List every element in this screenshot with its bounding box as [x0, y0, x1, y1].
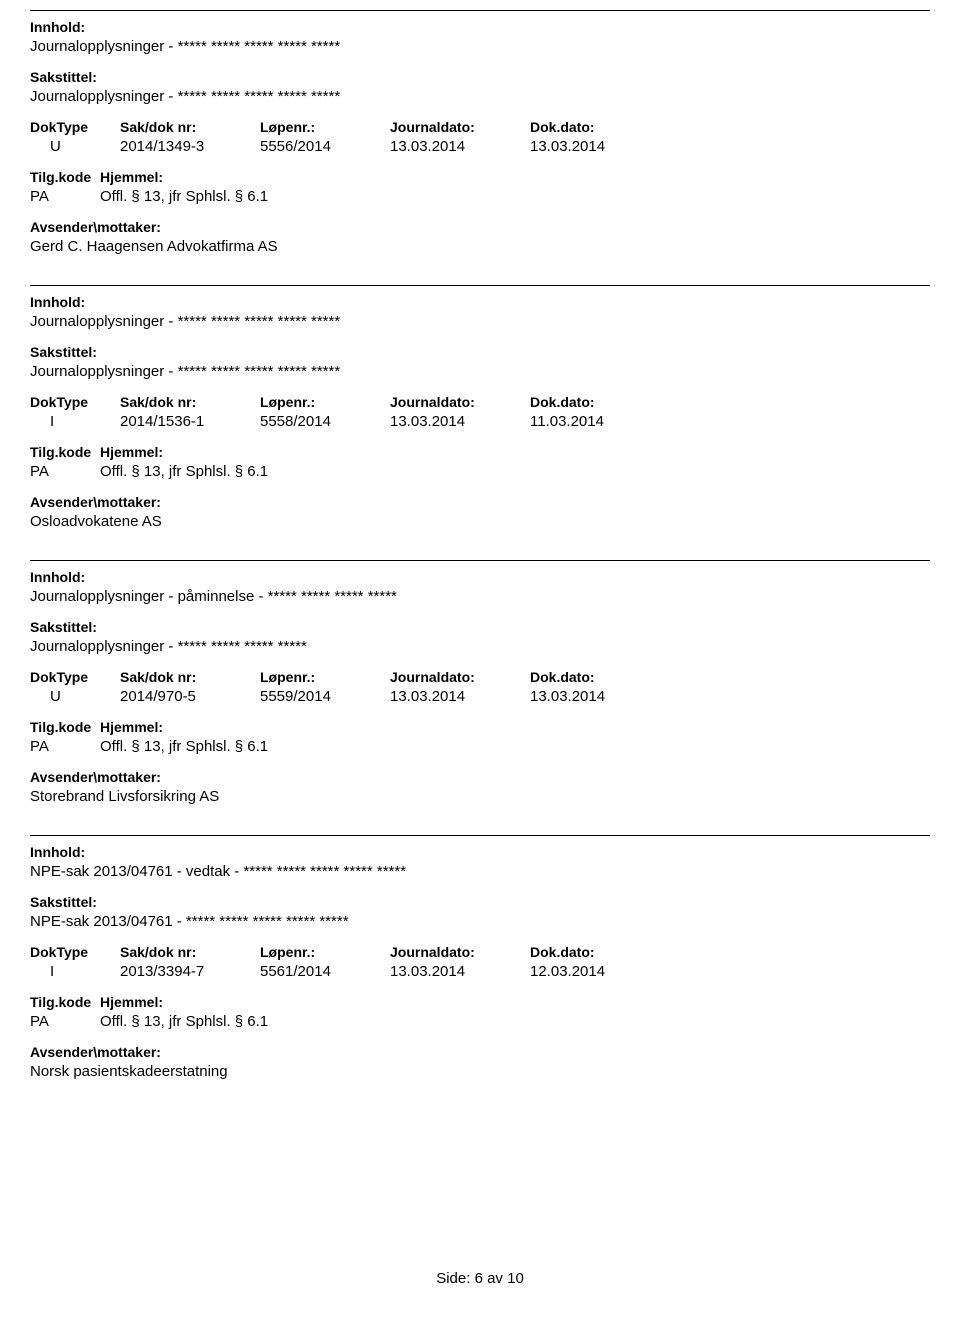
innhold-value: Journalopplysninger - ***** ***** ***** …: [30, 38, 930, 55]
journaldato-label: Journaldato:: [390, 394, 530, 410]
dokdato-value: 13.03.2014: [530, 138, 670, 155]
dokdato-label: Dok.dato:: [530, 119, 670, 135]
avsender-value: Storebrand Livsforsikring AS: [30, 788, 930, 805]
doktype-value: U: [30, 688, 120, 705]
innhold-value: Journalopplysninger - ***** ***** ***** …: [30, 313, 930, 330]
sakdok-value: 2014/1349-3: [120, 138, 260, 155]
lopenr-value: 5558/2014: [260, 413, 390, 430]
dokdato-label: Dok.dato:: [530, 944, 670, 960]
tilgkode-label: Tilg.kode: [30, 444, 100, 460]
tilgkode-value: PA: [30, 1013, 100, 1030]
doktype-value: U: [30, 138, 120, 155]
avsender-label: Avsender\mottaker:: [30, 769, 930, 785]
dokdato-label: Dok.dato:: [530, 669, 670, 685]
tilgkode-value: PA: [30, 738, 100, 755]
avsender-value: Gerd C. Haagensen Advokatfirma AS: [30, 238, 930, 255]
entries-container: Innhold: Journalopplysninger - ***** ***…: [30, 10, 930, 1110]
doktype-label: DokType: [30, 394, 120, 410]
doktype-value: I: [30, 963, 120, 980]
sakstittel-value: Journalopplysninger - ***** ***** ***** …: [30, 88, 930, 105]
tilgkode-label: Tilg.kode: [30, 719, 100, 735]
hjemmel-value: Offl. § 13, jfr Sphlsl. § 6.1: [100, 463, 930, 480]
sakstittel-label: Sakstittel:: [30, 69, 930, 85]
doktype-label: DokType: [30, 669, 120, 685]
sakdok-label: Sak/dok nr:: [120, 944, 260, 960]
sakstittel-label: Sakstittel:: [30, 344, 930, 360]
hjemmel-label: Hjemmel:: [100, 444, 930, 460]
innhold-label: Innhold:: [30, 569, 930, 585]
sakdok-value: 2013/3394-7: [120, 963, 260, 980]
tilgkode-label: Tilg.kode: [30, 994, 100, 1010]
tilgkode-value: PA: [30, 463, 100, 480]
lopenr-value: 5561/2014: [260, 963, 390, 980]
page-footer: Side: 6 av 10: [30, 1270, 930, 1287]
tilgkode-value: PA: [30, 188, 100, 205]
hjemmel-label: Hjemmel:: [100, 994, 930, 1010]
avsender-label: Avsender\mottaker:: [30, 494, 930, 510]
avsender-label: Avsender\mottaker:: [30, 1044, 930, 1060]
journaldato-value: 13.03.2014: [390, 138, 530, 155]
lopenr-value: 5559/2014: [260, 688, 390, 705]
journaldato-value: 13.03.2014: [390, 413, 530, 430]
dokdato-label: Dok.dato:: [530, 394, 670, 410]
innhold-label: Innhold:: [30, 19, 930, 35]
doktype-value: I: [30, 413, 120, 430]
journaldato-value: 13.03.2014: [390, 688, 530, 705]
lopenr-label: Løpenr.:: [260, 944, 390, 960]
journaldato-label: Journaldato:: [390, 119, 530, 135]
lopenr-label: Løpenr.:: [260, 394, 390, 410]
sakdok-label: Sak/dok nr:: [120, 394, 260, 410]
sakstittel-label: Sakstittel:: [30, 894, 930, 910]
hjemmel-value: Offl. § 13, jfr Sphlsl. § 6.1: [100, 1013, 930, 1030]
tilgkode-label: Tilg.kode: [30, 169, 100, 185]
sakstittel-value: Journalopplysninger - ***** ***** ***** …: [30, 638, 930, 655]
avsender-value: Osloadvokatene AS: [30, 513, 930, 530]
avsender-value: Norsk pasientskadeerstatning: [30, 1063, 930, 1080]
hjemmel-label: Hjemmel:: [100, 719, 930, 735]
lopenr-label: Løpenr.:: [260, 119, 390, 135]
dokdato-value: 11.03.2014: [530, 413, 670, 430]
sakdok-value: 2014/970-5: [120, 688, 260, 705]
hjemmel-value: Offl. § 13, jfr Sphlsl. § 6.1: [100, 738, 930, 755]
innhold-value: Journalopplysninger - påminnelse - *****…: [30, 588, 930, 605]
innhold-value: NPE-sak 2013/04761 - vedtak - ***** ****…: [30, 863, 930, 880]
journal-entry: Innhold: Journalopplysninger - ***** ***…: [30, 10, 930, 285]
innhold-label: Innhold:: [30, 844, 930, 860]
innhold-label: Innhold:: [30, 294, 930, 310]
sakdok-label: Sak/dok nr:: [120, 669, 260, 685]
journal-entry: Innhold: NPE-sak 2013/04761 - vedtak - *…: [30, 835, 930, 1110]
hjemmel-label: Hjemmel:: [100, 169, 930, 185]
journal-entry: Innhold: Journalopplysninger - påminnels…: [30, 560, 930, 835]
sakstittel-value: Journalopplysninger - ***** ***** ***** …: [30, 363, 930, 380]
lopenr-value: 5556/2014: [260, 138, 390, 155]
sakdok-label: Sak/dok nr:: [120, 119, 260, 135]
lopenr-label: Løpenr.:: [260, 669, 390, 685]
doktype-label: DokType: [30, 119, 120, 135]
journal-entry: Innhold: Journalopplysninger - ***** ***…: [30, 285, 930, 560]
hjemmel-value: Offl. § 13, jfr Sphlsl. § 6.1: [100, 188, 930, 205]
doktype-label: DokType: [30, 944, 120, 960]
dokdato-value: 12.03.2014: [530, 963, 670, 980]
avsender-label: Avsender\mottaker:: [30, 219, 930, 235]
journaldato-value: 13.03.2014: [390, 963, 530, 980]
journaldato-label: Journaldato:: [390, 669, 530, 685]
journaldato-label: Journaldato:: [390, 944, 530, 960]
sakstittel-label: Sakstittel:: [30, 619, 930, 635]
sakstittel-value: NPE-sak 2013/04761 - ***** ***** ***** *…: [30, 913, 930, 930]
sakdok-value: 2014/1536-1: [120, 413, 260, 430]
dokdato-value: 13.03.2014: [530, 688, 670, 705]
